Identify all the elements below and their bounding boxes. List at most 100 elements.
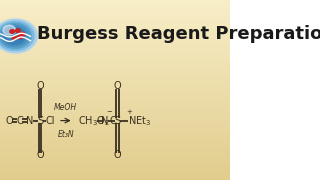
Bar [0,137,230,140]
Text: O: O [114,150,121,160]
Bar [0,40,230,43]
Text: Burgess Reagent Preparation: Burgess Reagent Preparation [37,25,320,43]
Circle shape [0,18,38,54]
Bar [0,106,230,108]
Bar [0,29,230,31]
Bar [0,45,230,47]
Text: Cl: Cl [46,116,55,126]
Bar [0,153,230,155]
Circle shape [0,19,37,53]
Bar [0,155,230,158]
Bar [0,81,230,83]
Bar [0,2,230,4]
Bar [0,86,230,88]
Text: −: − [106,109,112,115]
Text: O: O [5,116,13,126]
Bar [0,117,230,119]
Bar [0,72,230,74]
Bar [0,101,230,104]
Bar [0,74,230,76]
Text: +: + [126,109,132,115]
Bar [0,130,230,133]
Bar [0,97,230,99]
Bar [0,4,230,7]
Circle shape [18,35,23,39]
Bar [0,31,230,34]
Bar [0,133,230,135]
Bar [0,162,230,164]
Bar [0,56,230,59]
Text: O: O [114,81,121,91]
Bar [0,16,230,18]
Bar [0,146,230,148]
Bar [0,18,230,20]
Bar [0,160,230,162]
Bar [0,61,230,63]
Bar [0,128,230,130]
Bar [0,27,230,29]
Bar [0,9,230,11]
Circle shape [0,21,34,50]
Circle shape [1,25,28,46]
Bar [0,124,230,126]
Bar [0,108,230,110]
Bar [0,79,230,81]
Bar [0,90,230,92]
Bar [0,70,230,72]
Bar [0,99,230,101]
Bar [0,119,230,122]
Bar [0,112,230,115]
Bar [0,178,230,180]
Bar [0,14,230,16]
Bar [0,20,230,22]
Circle shape [3,25,16,35]
Bar [0,164,230,166]
Bar [0,76,230,79]
Bar [0,122,230,124]
Bar [0,142,230,144]
Bar [0,88,230,90]
Bar [0,63,230,65]
Circle shape [0,19,37,53]
Circle shape [12,36,17,40]
Bar [0,144,230,146]
Bar [0,0,230,2]
Bar [0,52,230,54]
Circle shape [20,32,25,36]
Bar [0,158,230,160]
Bar [0,47,230,50]
Bar [0,65,230,68]
Bar [0,83,230,86]
Bar [0,94,230,97]
Circle shape [4,27,25,44]
Text: S: S [37,116,43,126]
Bar [0,43,230,45]
Text: O: O [36,81,44,91]
Bar [0,110,230,112]
Bar [0,34,230,36]
Bar [0,54,230,56]
Bar [0,103,230,106]
Bar [0,148,230,151]
Bar [0,25,230,27]
Circle shape [10,30,14,33]
Text: O: O [36,150,44,160]
Circle shape [16,29,20,32]
Bar [0,58,230,61]
Circle shape [0,19,37,53]
Bar [0,115,230,117]
Bar [0,135,230,137]
Bar [0,11,230,14]
Text: N: N [26,116,34,126]
Bar [0,92,230,94]
Text: MeOH: MeOH [54,103,77,112]
Bar [0,50,230,52]
Bar [0,140,230,142]
Bar [0,126,230,128]
Bar [0,22,230,25]
Bar [0,38,230,40]
Bar [0,7,230,9]
Bar [0,68,230,70]
Bar [0,169,230,171]
Bar [0,166,230,169]
